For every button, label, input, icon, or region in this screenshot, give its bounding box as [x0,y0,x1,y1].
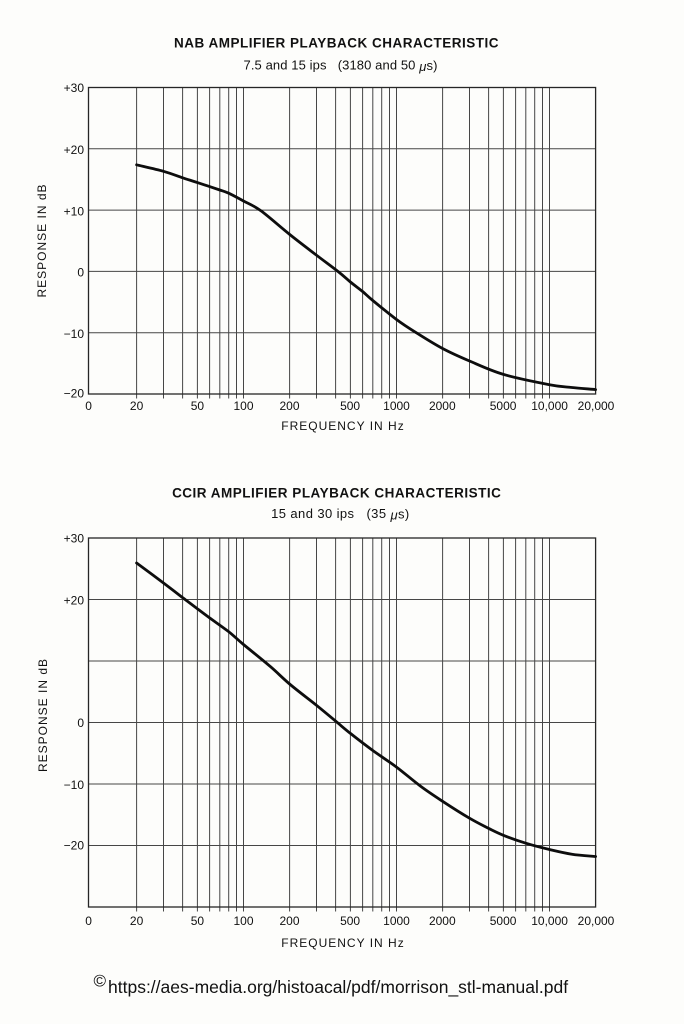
svg-text:10,000: 10,000 [531,399,568,413]
svg-text:0: 0 [85,914,92,928]
svg-text:©: © [94,972,107,991]
svg-text:0: 0 [77,716,84,730]
svg-text:CCIR AMPLIFIER PLAYBACK CHARAC: CCIR AMPLIFIER PLAYBACK CHARACTERISTIC [172,486,501,501]
svg-text:2000: 2000 [429,914,456,928]
svg-text:FREQUENCY IN Hz: FREQUENCY IN Hz [281,419,404,433]
svg-text:20: 20 [130,914,144,928]
svg-text:200: 200 [279,914,299,928]
svg-text:100: 100 [233,914,253,928]
svg-text:50: 50 [191,399,205,413]
svg-text:0: 0 [85,399,92,413]
svg-text:500: 500 [340,399,360,413]
svg-text:50: 50 [191,914,205,928]
svg-text:1000: 1000 [383,399,410,413]
svg-text:+30: +30 [64,81,85,95]
svg-text:10,000: 10,000 [531,914,568,928]
svg-text:20,000: 20,000 [578,914,615,928]
svg-text:+10: +10 [64,205,85,219]
svg-text:100: 100 [233,399,253,413]
svg-text:2000: 2000 [429,399,456,413]
svg-text:7.5 and 15 ips (3180 and 50: 7.5 and 15 ips (3180 and 50 μs) [243,58,437,74]
svg-text:RESPONSE IN dB: RESPONSE IN dB [36,658,50,772]
svg-text:200: 200 [279,399,299,413]
svg-text:−20: −20 [64,839,85,853]
svg-text:+30: +30 [64,532,85,546]
svg-text:−10: −10 [64,327,85,341]
svg-text:20: 20 [130,399,144,413]
svg-text:FREQUENCY IN Hz: FREQUENCY IN Hz [281,936,404,950]
svg-text:NAB AMPLIFIER PLAYBACK CHARACT: NAB AMPLIFIER PLAYBACK CHARACTERISTIC [174,36,499,51]
svg-text:−10: −10 [64,778,85,792]
svg-text:15 and 30 ips (35 μs): 15 and 30 ips (35 μs) [271,506,409,522]
svg-text:5000: 5000 [490,399,517,413]
svg-text:+20: +20 [64,143,85,157]
svg-text:500: 500 [340,914,360,928]
svg-text:5000: 5000 [490,914,517,928]
svg-text:20,000: 20,000 [578,399,615,413]
svg-text:0: 0 [77,266,84,280]
svg-text:−20: −20 [64,387,85,401]
svg-text:1000: 1000 [383,914,410,928]
svg-text:RESPONSE IN dB: RESPONSE IN dB [35,183,49,297]
svg-text:+20: +20 [64,594,85,608]
svg-text:https://aes-media.org/histoaca: https://aes-media.org/histoacal/pdf/morr… [108,977,568,998]
